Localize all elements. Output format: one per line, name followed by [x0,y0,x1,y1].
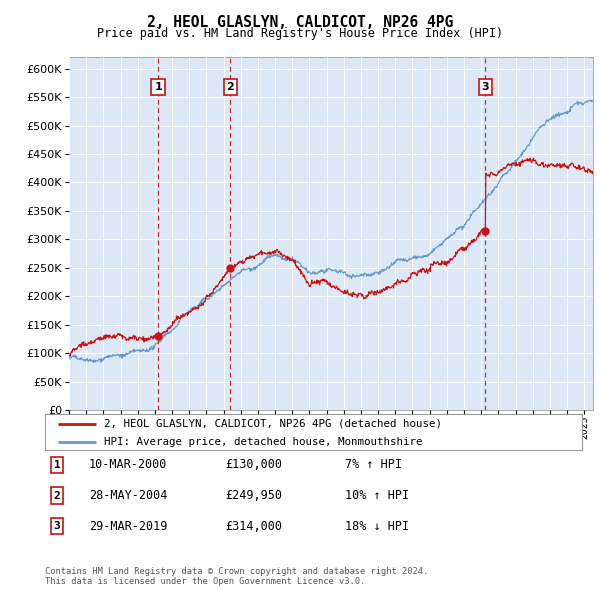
Text: Price paid vs. HM Land Registry's House Price Index (HPI): Price paid vs. HM Land Registry's House … [97,27,503,40]
Text: 2: 2 [227,82,235,92]
Text: 2, HEOL GLASLYN, CALDICOT, NP26 4PG: 2, HEOL GLASLYN, CALDICOT, NP26 4PG [147,15,453,30]
Text: 3: 3 [53,522,61,531]
Text: 7% ↑ HPI: 7% ↑ HPI [345,458,402,471]
Text: Contains HM Land Registry data © Crown copyright and database right 2024.: Contains HM Land Registry data © Crown c… [45,567,428,576]
Text: £314,000: £314,000 [225,520,282,533]
Text: £249,950: £249,950 [225,489,282,502]
Text: 2: 2 [53,491,61,500]
Text: This data is licensed under the Open Government Licence v3.0.: This data is licensed under the Open Gov… [45,577,365,586]
Text: 10% ↑ HPI: 10% ↑ HPI [345,489,409,502]
Text: 3: 3 [481,82,489,92]
Text: HPI: Average price, detached house, Monmouthshire: HPI: Average price, detached house, Monm… [104,437,422,447]
Text: 1: 1 [53,460,61,470]
Text: 10-MAR-2000: 10-MAR-2000 [89,458,167,471]
Text: 28-MAY-2004: 28-MAY-2004 [89,489,167,502]
Text: 1: 1 [154,82,162,92]
Text: 29-MAR-2019: 29-MAR-2019 [89,520,167,533]
Text: 2, HEOL GLASLYN, CALDICOT, NP26 4PG (detached house): 2, HEOL GLASLYN, CALDICOT, NP26 4PG (det… [104,419,442,429]
Text: £130,000: £130,000 [225,458,282,471]
Text: 18% ↓ HPI: 18% ↓ HPI [345,520,409,533]
